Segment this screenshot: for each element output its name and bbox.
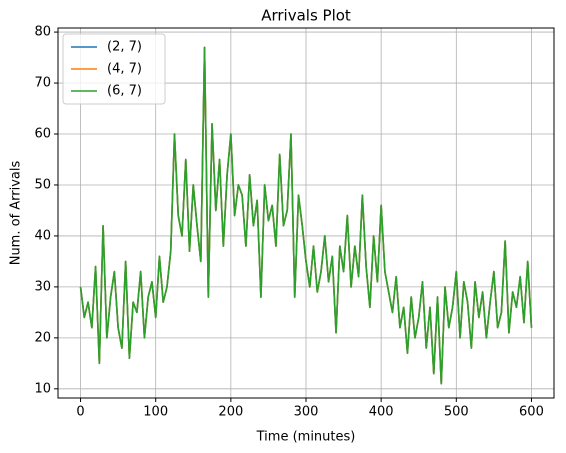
y-axis-label: Num. of Arrivals (9, 160, 24, 265)
legend-label: (4, 7) (107, 62, 142, 77)
y-tick-label: 80 (34, 25, 51, 40)
y-tick-label: 20 (34, 330, 51, 345)
axes-frame (57, 27, 555, 399)
y-tick-label: 10 (34, 381, 51, 396)
y-tick-label: 70 (34, 76, 51, 91)
legend-box (62, 33, 166, 105)
x-tick-label: 400 (369, 405, 394, 420)
x-tick-label: 100 (143, 405, 168, 420)
x-tick-label: 300 (294, 405, 319, 420)
x-tick-label: 0 (76, 405, 84, 420)
y-tick-label: 60 (34, 127, 51, 142)
x-tick-label: 500 (444, 405, 469, 420)
x-axis-label: Time (minutes) (256, 430, 356, 445)
y-tick-label: 40 (34, 228, 51, 243)
x-tick-label: 200 (218, 405, 243, 420)
legend-label: (6, 7) (107, 84, 142, 99)
x-tick-label: 600 (519, 405, 544, 420)
chart-title: Arrivals Plot (261, 7, 351, 25)
y-tick-label: 50 (34, 177, 51, 192)
legend-label: (2, 7) (107, 40, 142, 55)
y-tick-label: 30 (34, 279, 51, 294)
line-series (79, 46, 533, 385)
